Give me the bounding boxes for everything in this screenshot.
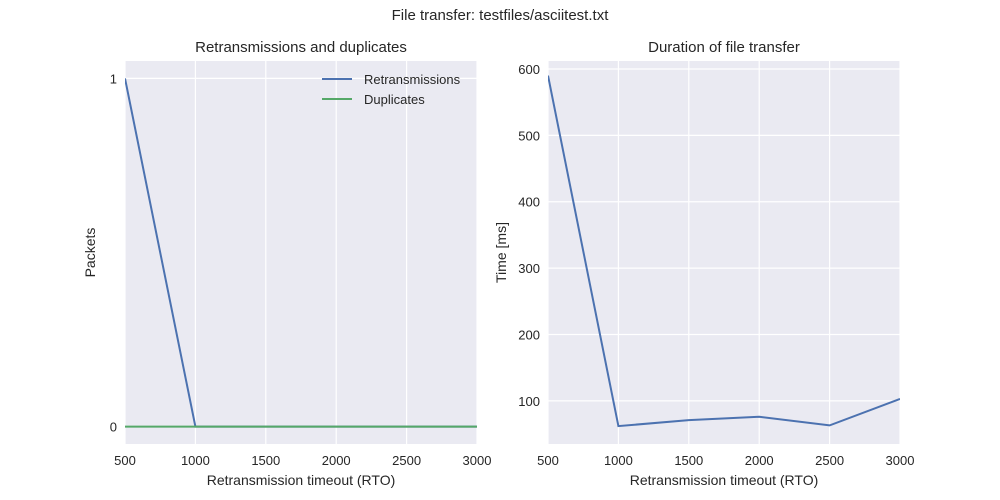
x-tick-label: 3000 <box>463 453 492 468</box>
x-tick-label: 1000 <box>604 453 633 468</box>
x-tick-label: 1500 <box>251 453 280 468</box>
y-tick-label: 500 <box>518 128 540 143</box>
chart-2: 500 1000 1500 2000 2500 3000 100 200 300 400 500 60… <box>493 39 914 488</box>
figure-title: File transfer: testfiles/asciitest.txt <box>391 7 609 24</box>
x-tick-label: 3000 <box>886 453 915 468</box>
series-line-1 <box>548 75 900 428</box>
x-tick-label: 2500 <box>815 453 844 468</box>
x-tick-label: 500 <box>114 453 136 468</box>
chart-title: Retransmissions and duplicates <box>195 39 407 56</box>
x-axis-label: Retransmission timeout (RTO) <box>207 472 396 488</box>
legend-label: Duplicates <box>364 92 425 107</box>
y-axis-label: Packets <box>82 228 98 278</box>
plot-background <box>125 61 477 444</box>
x-tick-label: 1000 <box>181 453 210 468</box>
y-axis-label: Time [ms] <box>493 222 509 283</box>
chart-1: 500 1000 1500 2000 2500 3000 0 1 Retransmissions… <box>82 39 491 488</box>
x-tick-label: 1500 <box>674 453 703 468</box>
chart-title: Duration of file transfer <box>648 39 800 56</box>
x-tick-label: 2000 <box>745 453 774 468</box>
y-tick-label: 600 <box>518 62 540 77</box>
x-tick-label: 2000 <box>322 453 351 468</box>
x-tick-label: 500 <box>537 453 559 468</box>
legend: Retransmissions Duplicates <box>322 72 461 107</box>
y-tick-label: 0 <box>110 420 117 435</box>
y-tick-label: 200 <box>518 327 540 342</box>
x-tick-label: 2500 <box>392 453 421 468</box>
legend-label: Retransmissions <box>364 72 461 87</box>
x-axis-label: Retransmission timeout (RTO) <box>630 472 819 488</box>
y-tick-label: 100 <box>518 394 540 409</box>
y-tick-label: 300 <box>518 261 540 276</box>
plot-background <box>548 61 900 444</box>
y-tick-label: 1 <box>110 71 117 86</box>
y-tick-label: 400 <box>518 195 540 210</box>
